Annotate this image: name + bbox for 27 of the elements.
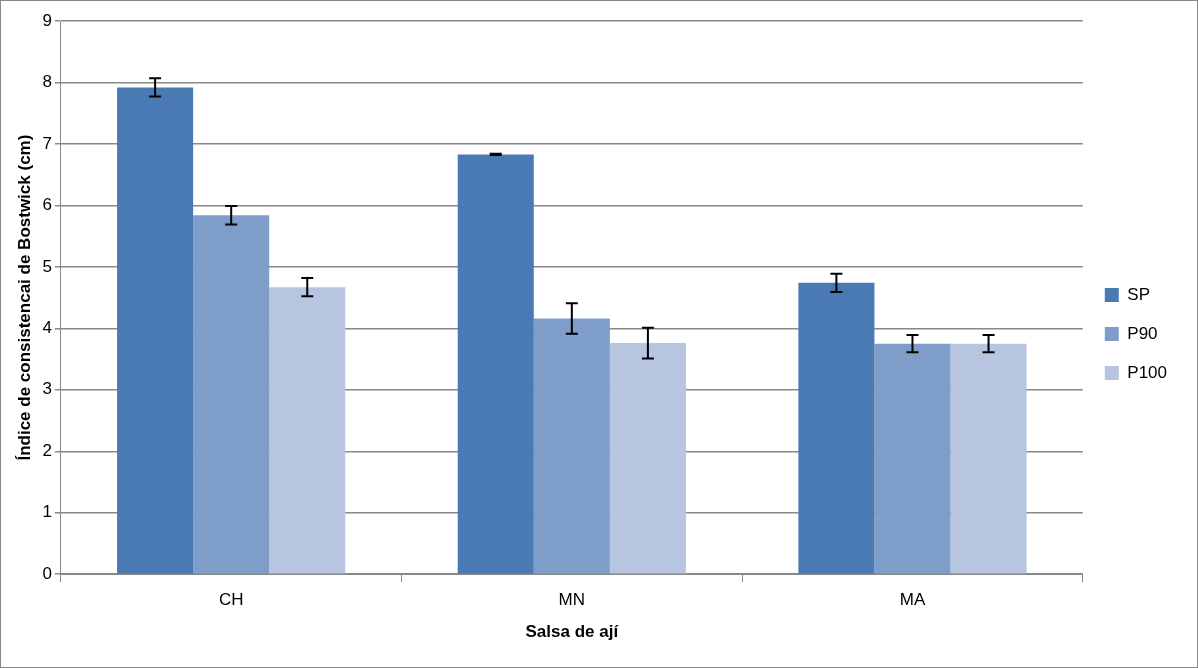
y-tick-label: 9 [42,10,52,30]
legend-label: SP [1127,284,1150,304]
y-tick-label: 2 [42,440,52,460]
y-tick-label: 0 [42,563,52,583]
x-axis-title: Salsa de ají [525,622,620,642]
bar [874,343,951,574]
y-tick-label: 4 [42,318,52,338]
bar [950,343,1027,574]
bar [269,287,346,574]
bar [457,154,534,574]
bar [798,282,875,574]
legend-label: P100 [1127,362,1167,382]
y-tick-label: 6 [42,195,52,215]
y-tick-label: 3 [42,379,52,399]
y-tick-label: 5 [42,256,52,276]
x-tick-label: MN [558,590,586,610]
y-tick-label: 7 [42,133,52,153]
bar [193,215,270,574]
y-tick-label: 8 [42,72,52,92]
bar [609,343,686,574]
y-axis-title: Índice de consistencai de Bostwick (cm) [14,134,34,461]
y-tick-label: 1 [42,502,52,522]
bar [533,318,610,574]
x-tick-label: MA [899,590,926,610]
x-tick-label: CH [218,590,244,610]
legend-label: P90 [1127,323,1158,343]
bar [117,87,194,574]
